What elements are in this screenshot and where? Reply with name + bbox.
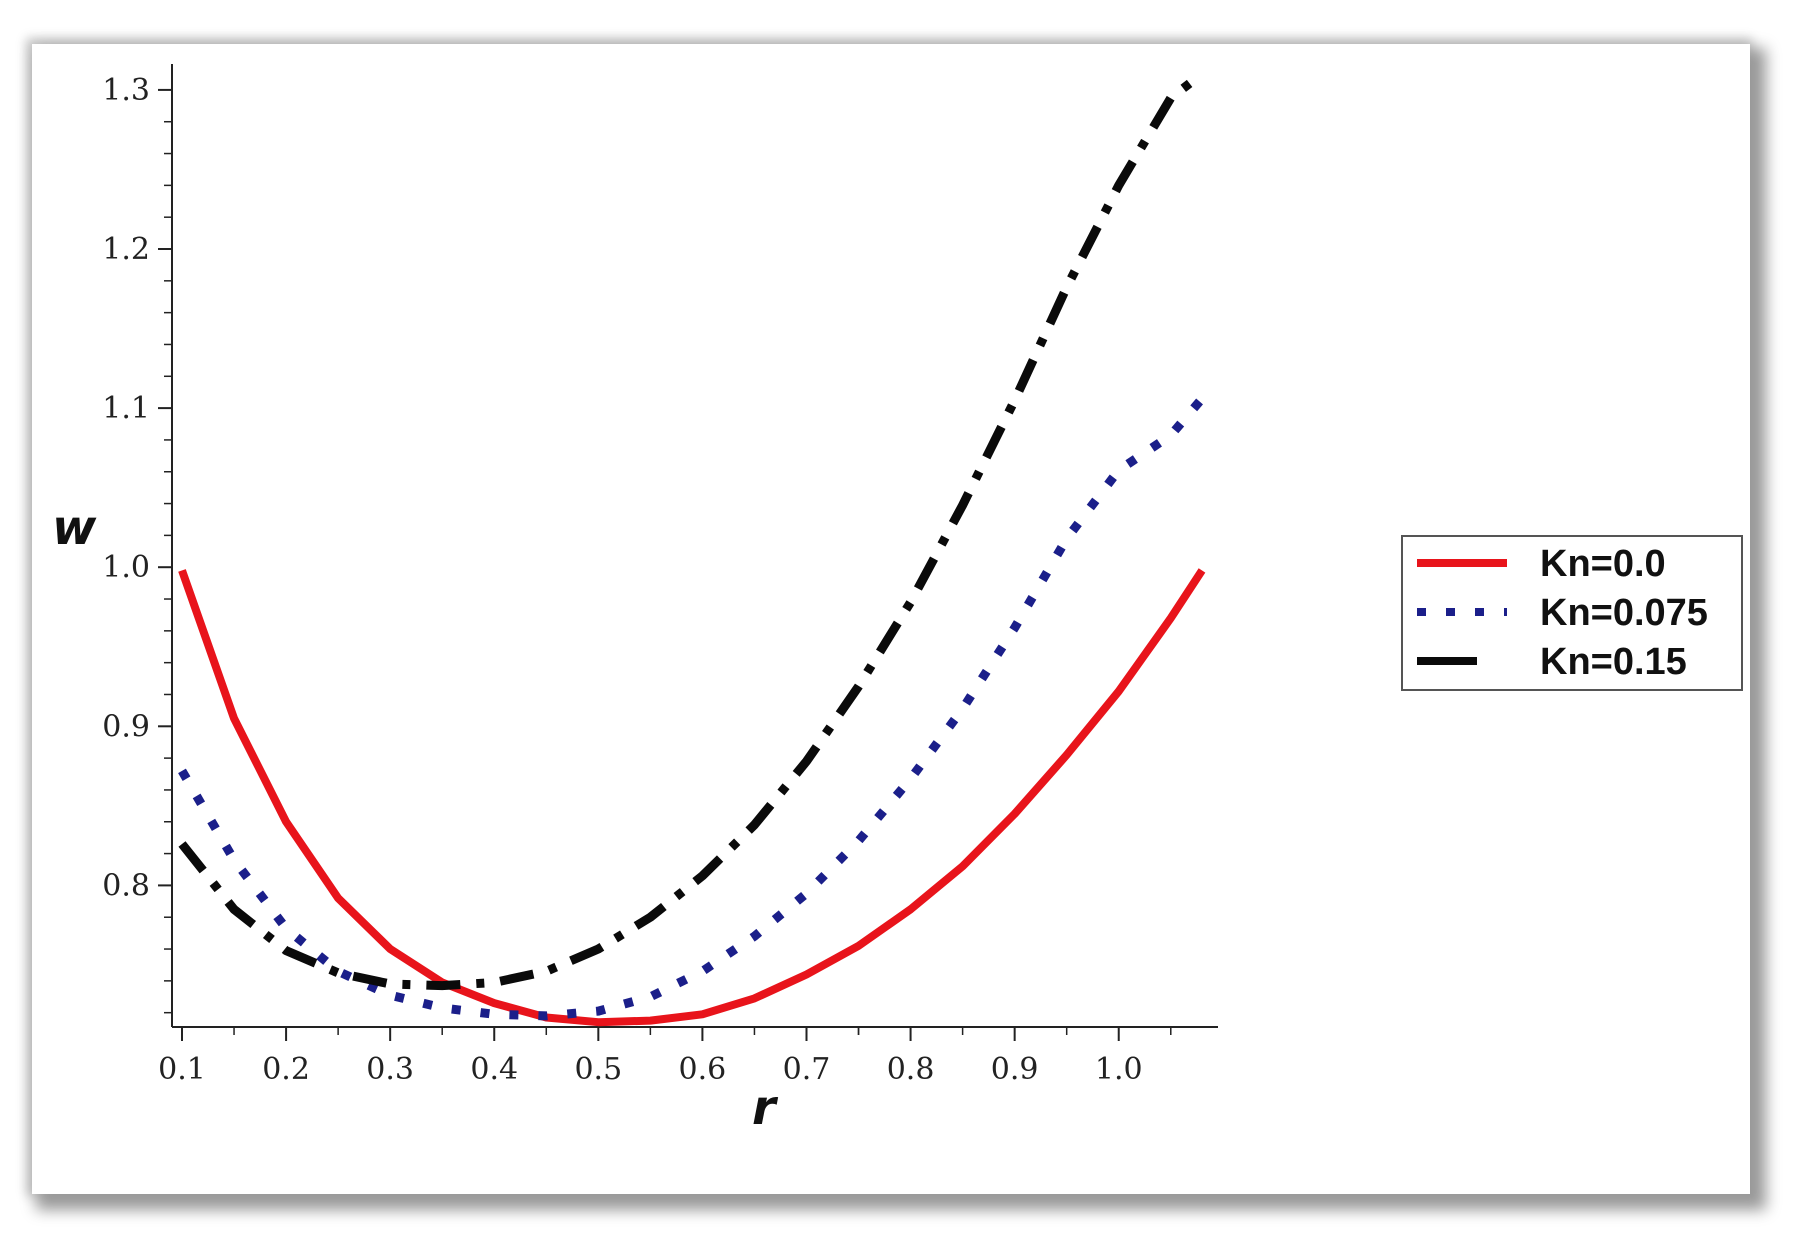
- y-tick-label: 1.3: [102, 73, 150, 108]
- x-tick-label: 0.9: [991, 1052, 1039, 1087]
- legend-label-kn-0-075: Kn=0.075: [1540, 592, 1708, 634]
- legend-label-kn-0-0: Kn=0.0: [1540, 543, 1666, 585]
- y-tick-label: 1.2: [102, 232, 150, 267]
- y-axis-title: w: [52, 500, 97, 556]
- x-tick-label: 0.2: [262, 1052, 310, 1087]
- series-line-kn-0-075: [178, 395, 1206, 1021]
- x-tick-label: 0.4: [470, 1052, 518, 1087]
- x-tick-label: 0.8: [887, 1052, 935, 1087]
- x-tick-label: 0.1: [158, 1052, 206, 1087]
- legend-label-kn-0-15: Kn=0.15: [1540, 641, 1687, 683]
- y-tick-label: 1.0: [102, 550, 150, 585]
- x-tick-label: 0.7: [783, 1052, 831, 1087]
- y-tick-label: 1.1: [102, 391, 150, 426]
- series-line-kn-0-0: [178, 568, 1206, 1027]
- line-chart: 0.1 0.2 0.3 0.4 0.5 0.6 0.7 0.8 0.9 1.0 0.8 0.9 1.0 1…: [52, 64, 1743, 1136]
- x-axis-title: r: [752, 1080, 779, 1136]
- legend: Kn=0.0 Kn=0.075 Kn=0.15: [1401, 535, 1743, 691]
- y-tick-label: 0.8: [102, 868, 150, 903]
- x-tick-label: 0.5: [574, 1052, 622, 1087]
- x-tick-label: 0.3: [366, 1052, 414, 1087]
- x-tick-label: 1.0: [1095, 1052, 1143, 1087]
- axes: 0.1 0.2 0.3 0.4 0.5 0.6 0.7 0.8 0.9 1.0 0.8 0.9 1.0 1…: [102, 64, 1218, 1087]
- chart-frame: 0.1 0.2 0.3 0.4 0.5 0.6 0.7 0.8 0.9 1.0 0.8 0.9 1.0 1…: [32, 44, 1750, 1194]
- series-line-kn-0-15: [178, 70, 1205, 991]
- x-tick-label: 0.6: [679, 1052, 727, 1087]
- series-layer: [178, 70, 1206, 1027]
- y-tick-label: 0.9: [102, 709, 150, 744]
